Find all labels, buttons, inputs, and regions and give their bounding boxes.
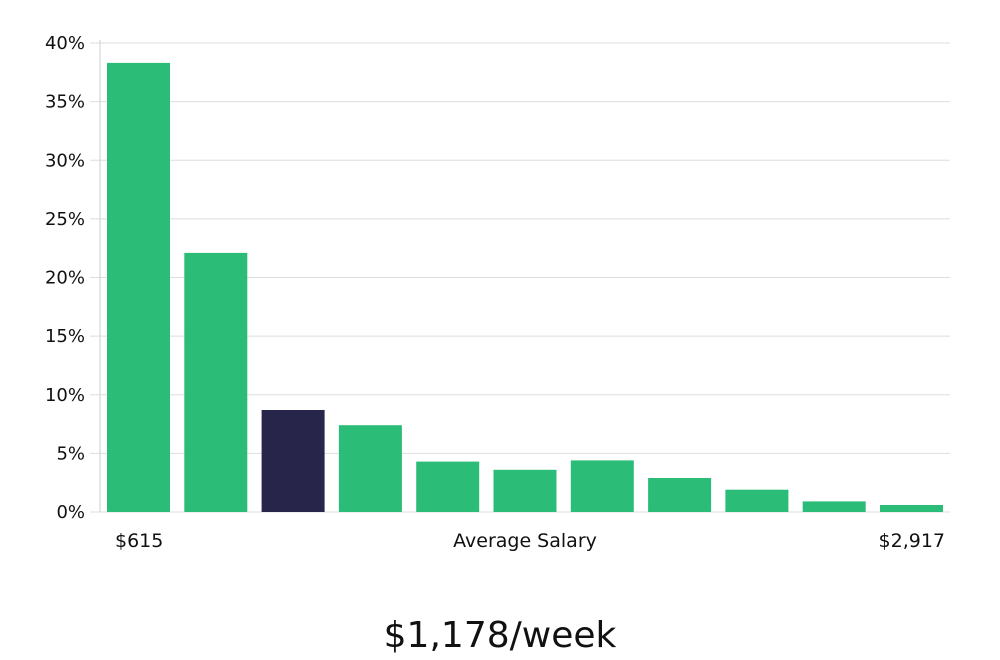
bar (725, 489, 789, 512)
y-tick-label: 15% (45, 326, 85, 347)
bar (338, 425, 402, 512)
bar (648, 478, 712, 512)
average-salary-headline: $1,178/week (384, 615, 617, 656)
x-max-label: $2,917 (879, 530, 945, 552)
y-tick-label: 0% (56, 502, 85, 523)
y-axis-ticks: 0% 5% 10% 15% 20% 25% 30% 35% 40% (45, 33, 85, 523)
y-tick-label: 40% (45, 33, 85, 54)
bar (493, 469, 557, 512)
y-tick-label: 20% (45, 268, 85, 289)
y-tick-label: 35% (45, 92, 85, 113)
bar (184, 252, 248, 512)
bar (416, 461, 480, 512)
x-axis-title: Average Salary (453, 530, 597, 552)
bar-highlighted (261, 410, 325, 512)
bar (880, 505, 943, 512)
bar (802, 501, 866, 512)
y-tick-label: 10% (45, 385, 85, 406)
x-min-label: $615 (115, 530, 163, 552)
y-tick-label: 5% (56, 443, 85, 464)
bars (107, 62, 943, 513)
bar (570, 460, 634, 512)
y-tick-label: 25% (45, 209, 85, 230)
bar (107, 62, 170, 513)
y-tick-label: 30% (45, 150, 85, 171)
